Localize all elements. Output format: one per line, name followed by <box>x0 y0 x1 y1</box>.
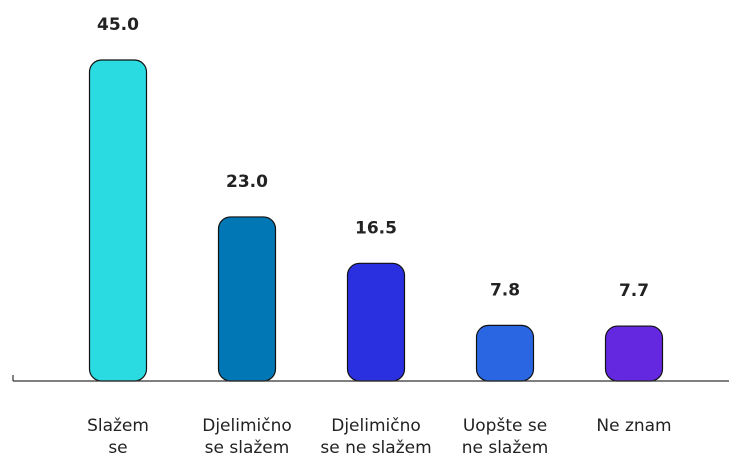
category-label-line: Ne znam <box>596 416 671 436</box>
category-label: Slažem se <box>87 416 149 457</box>
value-label: 7.7 <box>619 281 649 301</box>
bar <box>475 324 535 382</box>
category-label: Ne znam <box>596 416 671 436</box>
value-label: 45.0 <box>97 15 139 35</box>
value-label: 23.0 <box>226 172 268 192</box>
bar <box>604 325 664 382</box>
category-label-line: Djelimično <box>331 416 421 436</box>
category-label: Djelimično se ne slažem <box>320 416 431 457</box>
bars-group <box>88 59 664 382</box>
category-label-line: ne slažem <box>462 438 549 457</box>
value-labels-group: 45.0 23.0 16.5 7.8 7.7 <box>97 15 649 301</box>
category-label-line: se <box>108 438 127 457</box>
category-label-line: Slažem <box>87 416 149 436</box>
bar <box>217 216 277 382</box>
value-label: 7.8 <box>490 280 520 300</box>
bar <box>346 262 406 382</box>
category-label: Uopšte se ne slažem <box>462 416 549 457</box>
category-labels-group: Slažem se Djelimično se slažem Djelimično se … <box>87 416 672 457</box>
category-label-line: se ne slažem <box>320 438 431 457</box>
value-label: 16.5 <box>355 218 397 238</box>
category-label-line: se slažem <box>205 438 290 457</box>
bar <box>88 59 148 382</box>
category-label-line: Djelimično <box>202 416 292 436</box>
category-label: Djelimično se slažem <box>202 416 292 457</box>
category-label-line: Uopšte se <box>463 416 547 436</box>
